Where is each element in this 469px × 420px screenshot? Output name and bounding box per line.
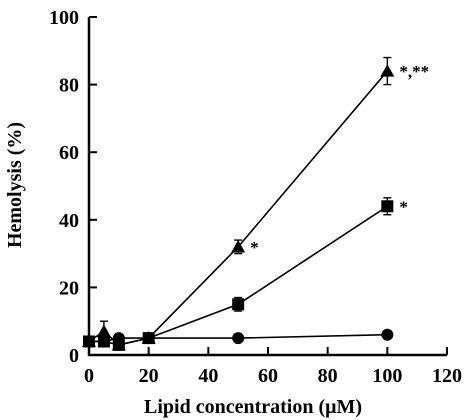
data-point-circle [97,335,110,348]
series-layer [82,56,395,351]
series-circle [83,328,394,348]
annotation-layer: *,** * * [250,62,429,257]
x-tick-label: 40 [198,365,218,387]
axes: 0 20 40 60 80 100 120 0 20 40 60 80 100 [49,7,462,387]
data-point-circle [112,332,125,345]
data-point-triangle [380,64,395,77]
data-point-circle [232,332,245,345]
data-point-circle [142,332,155,345]
data-point-square [381,200,394,213]
significance-annotation: *,** [399,62,429,81]
x-tick-label: 100 [372,365,402,387]
y-tick-label: 100 [49,7,79,29]
y-tick-label: 60 [59,142,79,164]
y-axis-label: Hemolysis (%) [4,122,26,248]
y-tick-label: 80 [59,75,79,97]
significance-annotation: * [250,238,259,257]
x-tick-label: 80 [318,365,338,387]
series-square [83,197,394,351]
series-line [89,205,388,346]
x-tick-label: 20 [139,365,159,387]
data-point-triangle [231,239,246,253]
significance-annotation: * [399,197,408,216]
y-tick-label: 0 [69,345,79,367]
data-point-circle [381,328,394,341]
x-tick-label: 60 [258,365,278,387]
data-point-circle [83,335,95,348]
x-tick-label: 120 [432,365,462,387]
x-tick-label: 0 [84,365,94,387]
y-tick-label: 20 [59,277,79,299]
x-axis-label: Lipid concentration (μM) [144,396,362,418]
y-tick-label: 40 [59,210,79,232]
data-point-triangle [96,324,111,337]
data-point-square [232,298,245,311]
